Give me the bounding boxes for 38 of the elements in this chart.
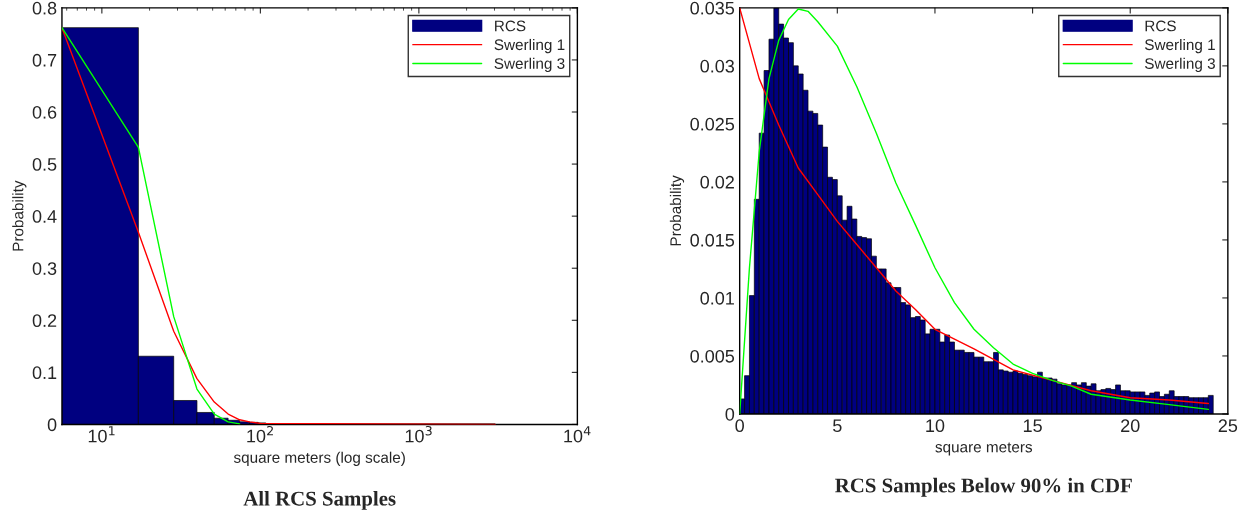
text: All RCS Samples: [243, 490, 396, 510]
legend-label: Swerling 1: [1144, 38, 1215, 54]
legend-label: RCS: [495, 20, 526, 32]
x-tick-label: 5: [833, 419, 842, 433]
y-axis-title: Probability: [669, 175, 685, 246]
x-tick-label: 25: [1218, 419, 1238, 433]
y-axis-title: Probability: [12, 180, 27, 251]
text: RCS Samples Below 90% in CDF: [835, 477, 1132, 497]
x-tick-label: 10$^{1}$: [88, 426, 115, 443]
x-tick-label: 10$^{4}$: [564, 426, 591, 443]
x-tick-label: 0: [735, 419, 744, 433]
y-tick-label: 0.005: [690, 349, 735, 363]
y-tick-label: 0.7: [32, 53, 57, 67]
y-tick-label: 0.03: [700, 59, 735, 73]
y-tick-label: 0.015: [690, 233, 735, 247]
y-tick-label: 0.3: [32, 262, 57, 275]
y-tick-label: 0.4: [32, 210, 57, 223]
y-tick-label: 0: [725, 407, 735, 421]
y-tick-label: 0.035: [690, 1, 735, 15]
y-tick-label: 0.5: [32, 158, 57, 171]
y-tick-label: 0.6: [32, 105, 57, 119]
legend-label: RCS: [1145, 20, 1176, 32]
x-tick-label: 15: [1023, 419, 1042, 433]
x-axis-title: square meters: [935, 442, 1033, 456]
legend-label: Swerling 1: [494, 38, 565, 54]
y-tick-label: 0.2: [32, 314, 57, 328]
y-tick-label: 0.01: [700, 291, 734, 305]
y-tick-label: 0.8: [32, 1, 57, 15]
x-tick-label: 10$^{3}$: [405, 425, 432, 443]
y-tick-label: 0.1: [32, 366, 57, 380]
legend-label: Swerling 3: [1144, 57, 1215, 72]
x-tick-label: 20: [1121, 419, 1140, 433]
legend-label: Swerling 3: [494, 57, 565, 72]
x-axis-title: square meters (log scale): [233, 451, 405, 466]
x-tick-label: 10$^{2}$: [247, 425, 273, 443]
y-tick-label: 0.02: [700, 175, 734, 189]
y-tick-label: 0.025: [690, 117, 735, 131]
x-tick-label: 10: [926, 419, 945, 433]
